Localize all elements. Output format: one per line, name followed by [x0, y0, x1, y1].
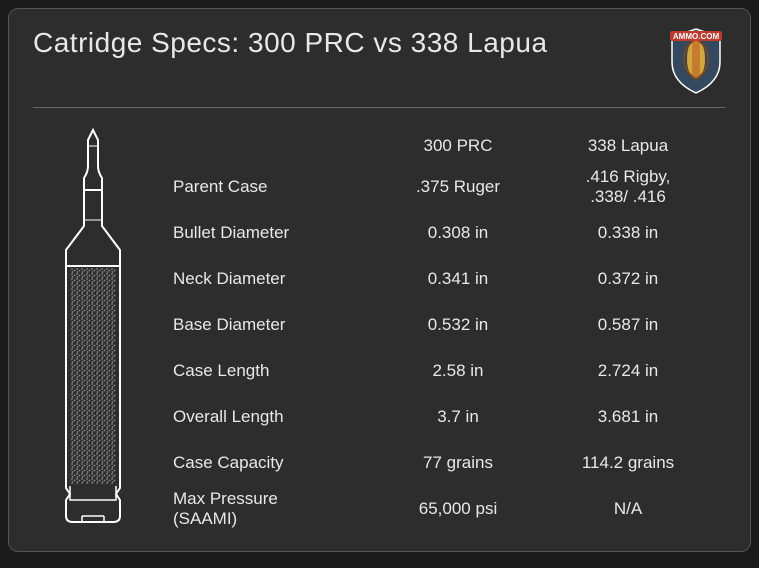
- table-row: Base Diameter0.532 in0.587 in: [173, 302, 726, 348]
- spec-label: Max Pressure(SAAMI): [173, 489, 373, 530]
- spec-value-col2: 0.338 in: [543, 223, 713, 243]
- spec-value-col1: 77 grains: [373, 453, 543, 473]
- spec-value-col2: 3.681 in: [543, 407, 713, 427]
- table-row: Case Capacity77 grains114.2 grains: [173, 440, 726, 486]
- content-area: 300 PRC 338 Lapua Parent Case.375 Ruger.…: [33, 128, 726, 532]
- spec-value-col1: 3.7 in: [373, 407, 543, 427]
- spec-label: Overall Length: [173, 407, 373, 427]
- card-header: Catridge Specs: 300 PRC vs 338 Lapua AMM…: [33, 27, 726, 97]
- spec-value-col1: .375 Ruger: [373, 177, 543, 197]
- page-title: Catridge Specs: 300 PRC vs 338 Lapua: [33, 27, 548, 59]
- spec-label: Case Length: [173, 361, 373, 381]
- table-row: Max Pressure(SAAMI)65,000 psiN/A: [173, 486, 726, 532]
- spec-label: Case Capacity: [173, 453, 373, 473]
- spec-value-col2: 0.587 in: [543, 315, 713, 335]
- spec-value-col1: 65,000 psi: [373, 499, 543, 519]
- spec-value-col2: N/A: [543, 499, 713, 519]
- column-header-1: 300 PRC: [373, 136, 543, 156]
- spec-value-col2: 2.724 in: [543, 361, 713, 381]
- table-row: Overall Length3.7 in3.681 in: [173, 394, 726, 440]
- header-divider: [33, 107, 726, 108]
- spec-value-col1: 2.58 in: [373, 361, 543, 381]
- spec-label: Base Diameter: [173, 315, 373, 335]
- specs-card: Catridge Specs: 300 PRC vs 338 Lapua AMM…: [8, 8, 751, 552]
- spec-value-col1: 0.308 in: [373, 223, 543, 243]
- spec-value-col1: 0.341 in: [373, 269, 543, 289]
- table-row: Bullet Diameter0.308 in0.338 in: [173, 210, 726, 256]
- column-header-2: 338 Lapua: [543, 136, 713, 156]
- cartridge-diagram: [33, 128, 153, 532]
- table-row: Case Length2.58 in2.724 in: [173, 348, 726, 394]
- spec-label: Parent Case: [173, 177, 373, 197]
- spec-value-col2: 0.372 in: [543, 269, 713, 289]
- svg-text:AMMO.COM: AMMO.COM: [673, 32, 720, 41]
- spec-label: Neck Diameter: [173, 269, 373, 289]
- spec-value-col1: 0.532 in: [373, 315, 543, 335]
- table-row: Parent Case.375 Ruger.416 Rigby,.338/ .4…: [173, 164, 726, 210]
- spec-value-col2: 114.2 grains: [543, 453, 713, 473]
- spec-label: Bullet Diameter: [173, 223, 373, 243]
- ammo-logo: AMMO.COM: [666, 27, 726, 97]
- specs-table: 300 PRC 338 Lapua Parent Case.375 Ruger.…: [173, 128, 726, 532]
- table-header-row: 300 PRC 338 Lapua: [173, 128, 726, 164]
- table-row: Neck Diameter0.341 in0.372 in: [173, 256, 726, 302]
- spec-value-col2: .416 Rigby,.338/ .416: [543, 167, 713, 208]
